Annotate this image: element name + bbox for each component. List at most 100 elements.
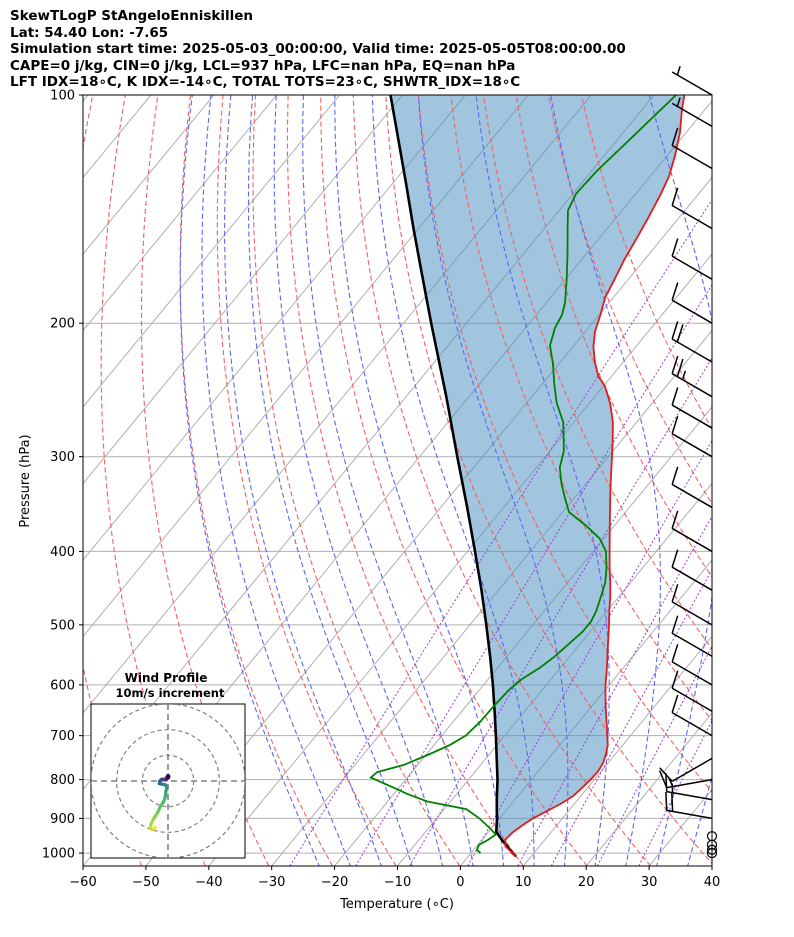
wind-barb-staff — [671, 204, 713, 230]
wind-barb-full — [671, 187, 679, 206]
isotherm-gridline — [83, 95, 278, 332]
isotherm-gridline — [334, 406, 712, 866]
dry-adiabat-line — [352, 95, 652, 866]
wind-barb-full — [671, 355, 679, 374]
y-tick-label: 300 — [50, 450, 75, 465]
wind-barb-full — [671, 510, 679, 529]
wind-barb-staff — [671, 566, 713, 591]
wind-barb-half — [681, 370, 687, 380]
wind-barb — [671, 549, 713, 591]
calm-wind-circle — [706, 847, 718, 859]
wind-barb — [671, 387, 713, 429]
wind-barb-full — [658, 770, 668, 788]
wind-barb — [665, 791, 713, 820]
wind-barb-full — [659, 767, 673, 782]
wind-barb — [671, 644, 713, 686]
y-tick-label: 800 — [50, 773, 75, 788]
y-axis-label: Pressure (hPa) — [18, 434, 33, 527]
isotherm-gridline — [83, 95, 340, 408]
wind-barb-full — [671, 321, 679, 340]
title-times: Simulation start time: 2025-05-03_00:00:… — [10, 41, 626, 58]
wind-barb-full — [665, 773, 668, 792]
wind-barb-full — [671, 792, 674, 812]
wind-barb-full — [671, 549, 679, 568]
mixing-ratio-line — [638, 719, 712, 866]
wind-barb — [671, 127, 713, 170]
wind-barb-half — [676, 97, 681, 107]
wind-barb — [659, 757, 713, 783]
wind-barb-staff — [671, 102, 713, 128]
wind-barb-full — [671, 127, 679, 146]
wind-barb-staff — [671, 433, 713, 458]
mixing-ratio-line — [596, 645, 712, 866]
wind-barb — [671, 670, 713, 712]
wind-barb-staff — [671, 71, 713, 96]
chart-title-block: SkewTLogP StAngeloEnniskillen Lat: 54.40… — [10, 8, 626, 91]
moist-adiabat-line — [648, 95, 712, 866]
x-tick-label: 40 — [704, 875, 721, 890]
wind-barb — [671, 65, 713, 96]
wind-barb — [671, 321, 713, 363]
y-tick-label: 600 — [50, 678, 75, 693]
wind-barb-staff — [671, 373, 713, 398]
dry-adiabat-line — [385, 95, 712, 865]
x-tick-label: 20 — [578, 875, 595, 890]
x-tick-label: −10 — [384, 875, 411, 890]
calm-wind-circle — [706, 831, 718, 842]
hodograph-title: Wind Profile — [125, 671, 208, 685]
temperature-line — [504, 95, 686, 858]
wind-barb-full — [671, 644, 679, 663]
moist-adiabat-line — [302, 95, 474, 866]
title-station: SkewTLogP StAngeloEnniskillen — [10, 8, 253, 24]
wind-barb — [671, 415, 713, 458]
wind-barb-staff — [671, 299, 713, 324]
y-tick-label: 100 — [50, 89, 75, 104]
isotherm-gridline — [585, 712, 712, 866]
isotherm-gridline — [522, 635, 712, 866]
wind-barb — [671, 97, 713, 128]
isotherm-gridline — [711, 865, 712, 866]
x-tick-label: −50 — [132, 875, 159, 890]
wind-barb — [671, 355, 713, 398]
x-tick-label: −60 — [69, 875, 96, 890]
hodograph-subtitle: 10m/s increment — [116, 686, 225, 700]
x-tick-label: −20 — [321, 875, 348, 890]
y-tick-label: 500 — [50, 618, 75, 633]
wind-barb-staff — [671, 687, 713, 712]
wind-barb-staff — [666, 790, 713, 801]
wind-barb-staff — [671, 338, 713, 363]
wind-barb-full — [671, 415, 679, 434]
y-tick-label: 400 — [50, 545, 75, 560]
y-tick-label: 200 — [50, 317, 75, 332]
dry-adiabat-line — [515, 95, 712, 578]
moist-adiabat-line — [417, 95, 569, 866]
moist-adiabat-line — [224, 95, 382, 866]
wind-barb-full — [671, 238, 679, 257]
wind-barb — [671, 187, 713, 230]
wind-barb — [671, 238, 713, 280]
wind-barb-full — [676, 358, 684, 377]
y-tick-label: 1000 — [42, 847, 75, 862]
title-latlon: Lat: 54.40 Lon: -7.65 — [10, 24, 169, 41]
wind-barb-staff — [671, 632, 713, 657]
moist-adiabat-line — [687, 774, 712, 866]
wind-barb — [671, 282, 713, 324]
isotherm-gridline — [83, 95, 466, 561]
dry-adiabat-line — [580, 95, 712, 431]
calm-wind-circle — [706, 844, 718, 855]
x-tick-label: 10 — [515, 875, 532, 890]
mixing-ratio-line — [289, 198, 712, 866]
x-tick-label: −40 — [195, 875, 222, 890]
x-tick-label: 30 — [641, 875, 658, 890]
wind-barb-staff — [666, 809, 713, 820]
wind-barb-staff — [671, 601, 713, 626]
wind-barb-staff — [671, 404, 713, 429]
wind-barb-staff — [671, 483, 713, 509]
wind-barb — [706, 847, 718, 859]
wind-barb-staff — [671, 144, 713, 170]
y-tick-label: 900 — [50, 812, 75, 827]
wind-barb-full — [671, 387, 679, 406]
mixing-ratio-line — [409, 357, 712, 866]
moist-adiabat-line — [371, 95, 535, 866]
